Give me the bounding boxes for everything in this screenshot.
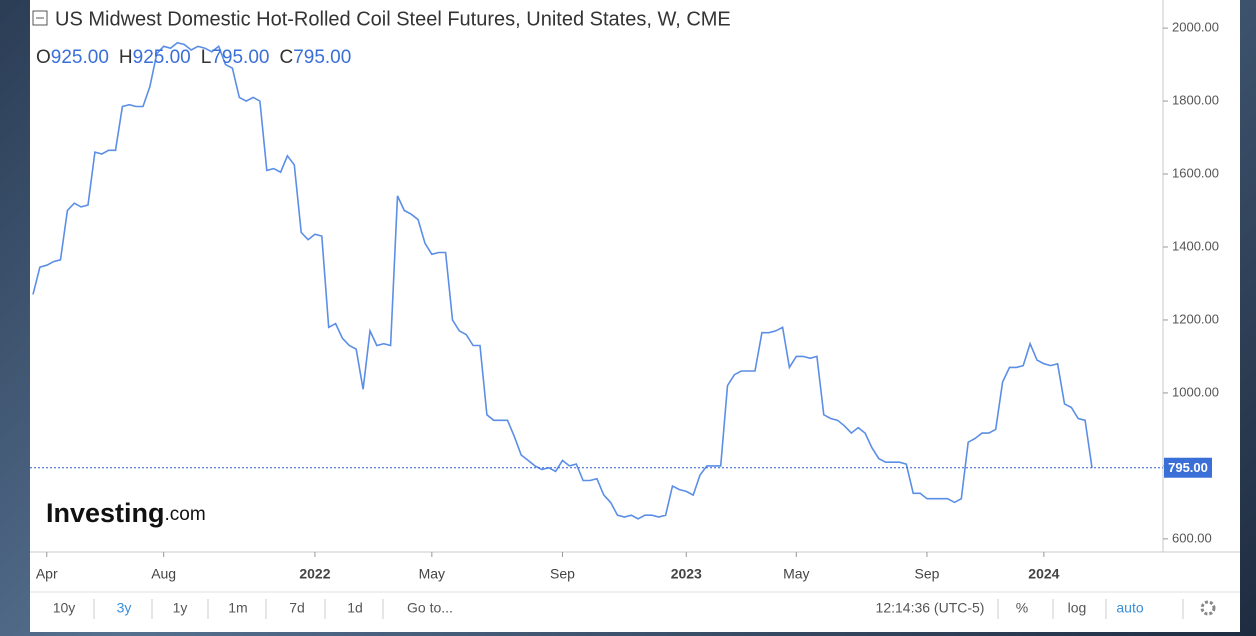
x-tick-label: 2023 bbox=[671, 566, 702, 582]
x-tick-label: 2022 bbox=[299, 566, 330, 582]
x-tick-label: Sep bbox=[550, 566, 575, 582]
ohlc-key: L bbox=[201, 47, 212, 68]
option-button[interactable]: % bbox=[1016, 600, 1028, 616]
ohlc-key: H bbox=[119, 47, 133, 68]
range-button[interactable]: 1d bbox=[347, 600, 363, 616]
ohlc-value: 795.00 bbox=[211, 47, 269, 68]
panel bbox=[30, 0, 1240, 632]
x-tick-label: Apr bbox=[36, 566, 58, 582]
y-tick-label: 1000.00 bbox=[1172, 384, 1219, 399]
range-button[interactable]: 1m bbox=[228, 600, 247, 616]
x-tick-label: May bbox=[419, 566, 445, 582]
ohlc-value: 795.00 bbox=[293, 47, 351, 68]
y-tick-label: 1200.00 bbox=[1172, 311, 1219, 326]
x-tick-label: May bbox=[783, 566, 809, 582]
range-button[interactable]: 7d bbox=[289, 600, 305, 616]
y-tick-label: 1400.00 bbox=[1172, 238, 1219, 253]
x-tick-label: Sep bbox=[915, 566, 940, 582]
y-tick-label: 1600.00 bbox=[1172, 165, 1219, 180]
watermark-suffix: .com bbox=[165, 504, 206, 525]
option-button[interactable]: auto bbox=[1116, 600, 1143, 616]
chart-title: US Midwest Domestic Hot-Rolled Coil Stee… bbox=[55, 8, 731, 30]
chart: US Midwest Domestic Hot-Rolled Coil Stee… bbox=[0, 0, 1256, 636]
ohlc-value: 925.00 bbox=[133, 47, 191, 68]
option-button[interactable]: log bbox=[1068, 600, 1087, 616]
last-price-label: 795.00 bbox=[1168, 460, 1208, 475]
range-button[interactable]: 10y bbox=[53, 600, 76, 616]
range-button[interactable]: 1y bbox=[173, 600, 188, 616]
clock: 12:14:36 (UTC-5) bbox=[876, 600, 985, 616]
y-tick-label: 1800.00 bbox=[1172, 92, 1219, 107]
y-tick-label: 600.00 bbox=[1172, 530, 1212, 545]
watermark-brand: Investing bbox=[46, 498, 165, 528]
page: US Midwest Domestic Hot-Rolled Coil Stee… bbox=[0, 0, 1256, 636]
x-tick-label: Aug bbox=[151, 566, 176, 582]
range-button[interactable]: 3y bbox=[117, 600, 132, 616]
x-tick-label: 2024 bbox=[1028, 566, 1059, 582]
y-tick-label: 2000.00 bbox=[1172, 20, 1219, 35]
ohlc-key: C bbox=[279, 47, 293, 68]
range-button[interactable]: Go to... bbox=[407, 600, 453, 616]
ohlc-value: 925.00 bbox=[51, 47, 109, 68]
ohlc-key: O bbox=[36, 47, 51, 68]
